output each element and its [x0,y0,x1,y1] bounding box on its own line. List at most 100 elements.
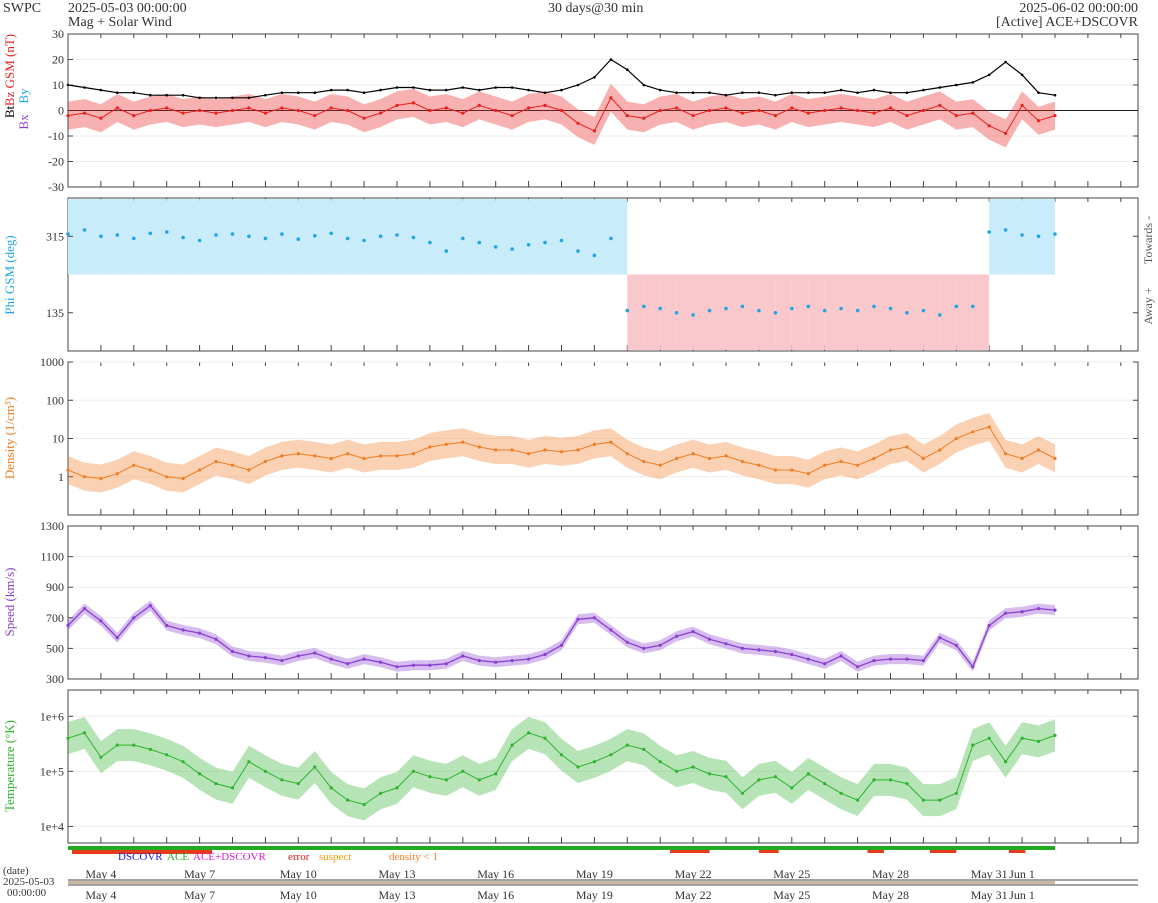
phi-point [362,238,366,243]
bz-point [773,114,778,118]
density-point [839,459,843,464]
temperature-point [823,782,827,786]
bt-point [428,88,432,92]
phi-towards-sector [100,199,118,275]
phi-point [543,240,547,245]
temperature-point [625,743,629,747]
mag-ytick-label: 20 [52,53,64,67]
phi-away-sector [824,274,842,350]
bt-point [445,88,448,92]
phi-point [822,308,827,313]
phi-towards-sector [84,199,101,275]
bt-point [872,88,876,92]
legend-dscovr: DSCOVR [118,851,163,863]
bz-point [280,106,284,110]
temperature-point [757,778,761,782]
mag-ytick-label: -30 [48,180,64,194]
speed-point [362,657,366,661]
bt-point [905,91,909,94]
temperature-point [559,753,564,757]
speed-point [66,623,70,628]
date-tick-label-top: Jun 1 [1009,867,1035,881]
density-ylabel: Density (1/cm³) [2,397,17,479]
temperature-point [543,736,547,740]
speed-point [921,659,926,663]
bt-point [823,91,826,94]
bz-point [181,111,185,115]
temperature-point [510,743,514,747]
phi-point [905,311,909,315]
temperature-point [66,736,70,740]
density-ytick-label: 10 [52,432,64,446]
bz-point [362,116,366,120]
speed-point [971,665,975,669]
temperature-point [362,802,366,807]
phi-point [148,231,153,236]
speed-point [1036,607,1041,611]
density-point [527,452,531,456]
phi-point [477,240,482,245]
status-bar-error [72,850,212,854]
density-point [411,452,415,456]
bz-point [444,106,448,110]
bt-point [313,91,317,94]
bt-point [412,86,415,89]
speed-point [428,663,432,667]
bt-point [1020,73,1024,77]
towards-label: Towards - [1141,216,1155,264]
density-point [247,468,251,472]
bz-point [527,106,531,110]
phi-away-sector [972,274,990,350]
temperature-point [576,765,580,769]
speed-point [987,623,991,628]
bz-point [559,108,564,113]
temperature-point [115,743,119,747]
speed-ytick-label: 900 [46,580,64,594]
temperature-point [165,753,169,757]
legend-suspect: suspect [319,851,351,863]
density-point [576,448,580,452]
phi-towards-sector [117,199,134,275]
date-axis-start-time: 00:00:00 [7,887,47,899]
speed-point [296,654,300,658]
speed-point [773,649,778,654]
density-ytick-label: 1 [58,470,64,484]
density-point [658,463,662,467]
temperature-point [329,786,333,790]
temperature-point [198,772,202,776]
phi-point [164,230,169,234]
phi-point [773,311,778,315]
date-tick-label-bottom: May 19 [576,888,613,902]
bz-point [165,106,169,110]
date-tick-label-bottom: May 22 [675,888,712,902]
temperature-ytick-label: 1e+6 [40,709,64,723]
bt-point [214,96,218,100]
bt-point [609,58,613,61]
speed-point [247,654,251,658]
temperature-point [1004,760,1008,764]
bt-point [971,81,975,84]
temperature-point [773,775,778,779]
bz-point [872,111,876,115]
speed-point [707,637,712,641]
phi-point [790,306,794,311]
bt-point [807,91,810,94]
bz-point [428,108,432,113]
density-point [477,445,481,449]
phi-away-sector [627,274,644,350]
phi-point [1053,232,1057,236]
phi-point [576,249,580,253]
density-point [790,468,794,472]
date-tick-label-top: May 31 [971,867,1008,881]
bz-point [494,108,498,113]
speed-ytick-label: 300 [46,672,64,686]
phi-point [181,235,185,240]
speed-frame [67,525,1139,680]
status-bar-error [758,850,779,853]
bz-point [198,108,202,113]
bz-point [82,111,87,115]
phi-towards-sector [989,199,1006,275]
temperature-band [68,716,1055,821]
density-point [954,436,958,441]
bz-point [905,114,909,118]
